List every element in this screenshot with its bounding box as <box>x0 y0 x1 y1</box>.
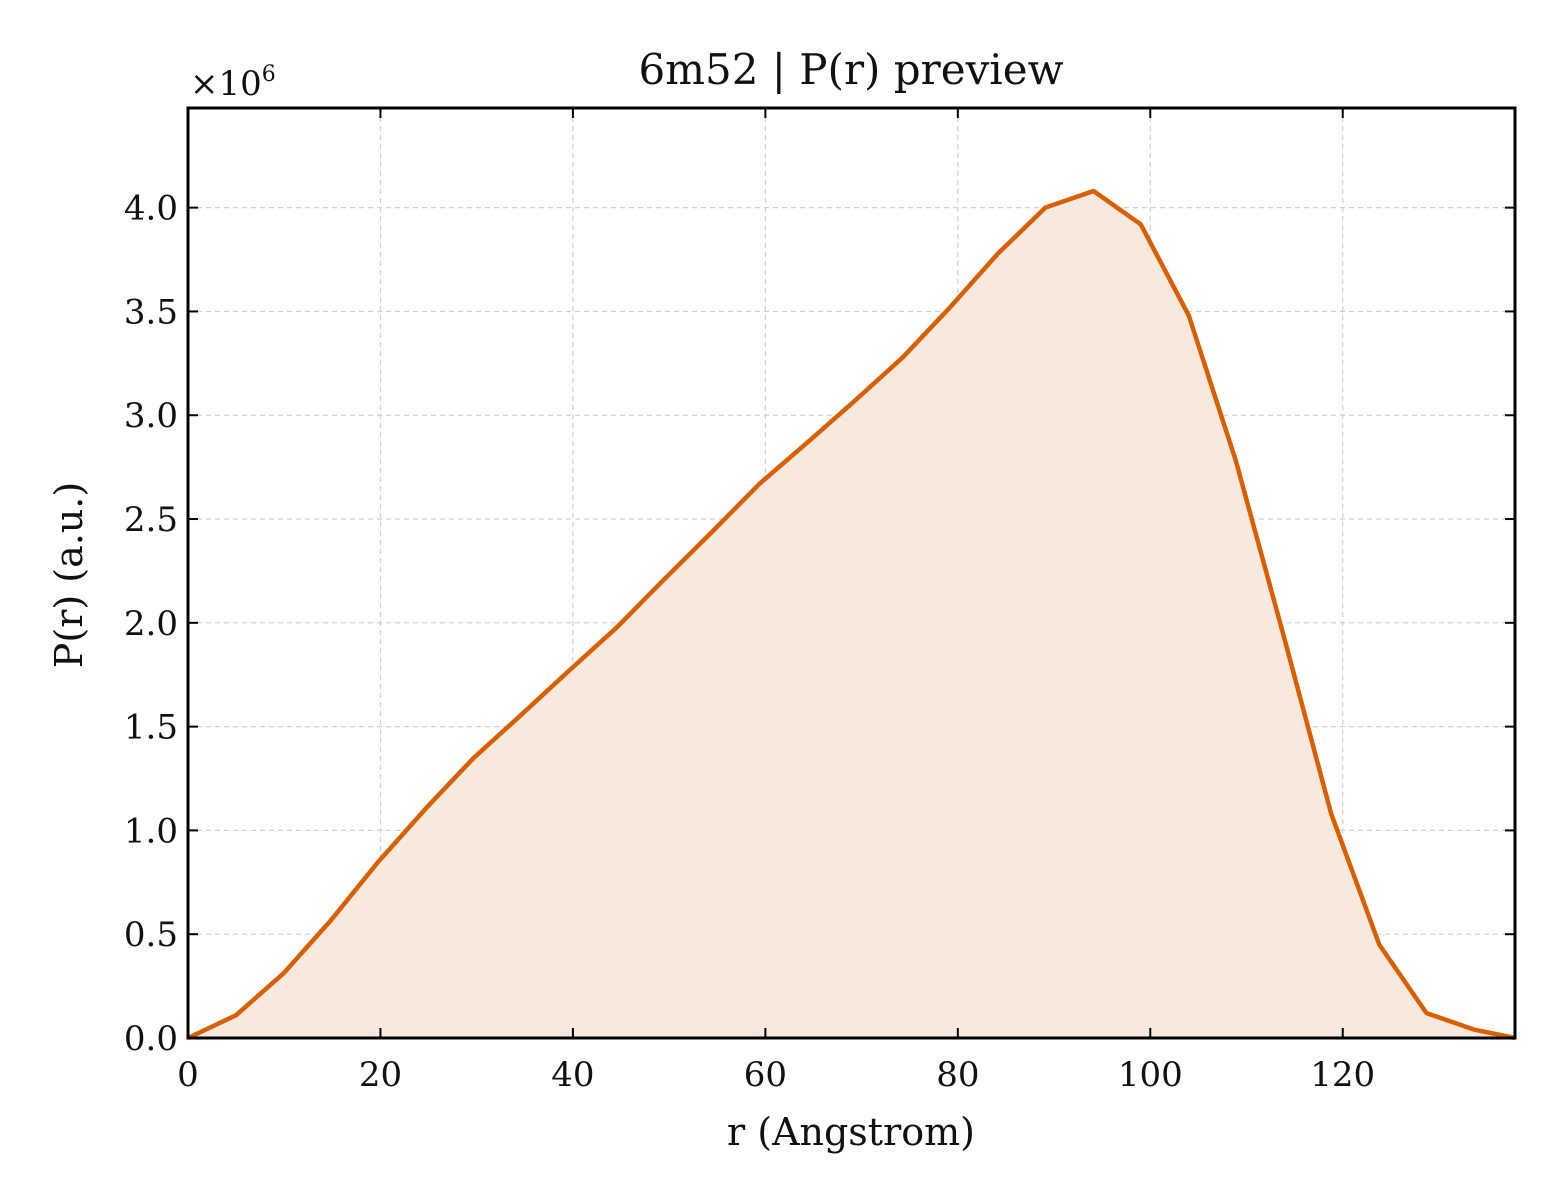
x-tick-label: 60 <box>744 1055 787 1095</box>
y-tick-label: 0.5 <box>124 915 178 955</box>
x-tick-label: 120 <box>1310 1055 1375 1095</box>
chart-title: 6m52 | P(r) preview <box>638 45 1063 94</box>
y-tick-label: 2.5 <box>124 500 178 540</box>
x-tick-label: 40 <box>551 1055 594 1095</box>
x-tick-label: 100 <box>1118 1055 1183 1095</box>
y-tick-label: 3.0 <box>124 396 178 436</box>
y-offset-base: ×10 <box>190 64 262 104</box>
y-tick-label: 1.5 <box>124 708 178 748</box>
y-tick-label: 2.0 <box>124 604 178 644</box>
y-tick-label: 4.0 <box>124 189 178 229</box>
ticks: 0 20 40 60 80 100 120 0.0 0.5 1.0 1.5 2.0 2.5 3.0 3.5 4… <box>124 108 1515 1095</box>
x-tick-label: 20 <box>359 1055 402 1095</box>
x-tick-label: 80 <box>936 1055 979 1095</box>
y-offset-exponent: 6 <box>262 62 276 87</box>
plot-frame <box>186 106 1517 1040</box>
y-tick-label: 1.0 <box>124 811 178 851</box>
y-tick-label: 3.5 <box>124 292 178 332</box>
x-axis-label: r (Angstrom) <box>727 1110 975 1154</box>
y-tick-label: 0.0 <box>124 1019 178 1059</box>
y-offset-label: ×106 <box>190 62 276 104</box>
pr-area-fill <box>188 191 1515 1038</box>
x-tick-label: 0 <box>177 1055 199 1095</box>
pr-series-line <box>187 188 1516 1041</box>
y-axis-label: P(r) (a.u.) <box>47 482 91 668</box>
